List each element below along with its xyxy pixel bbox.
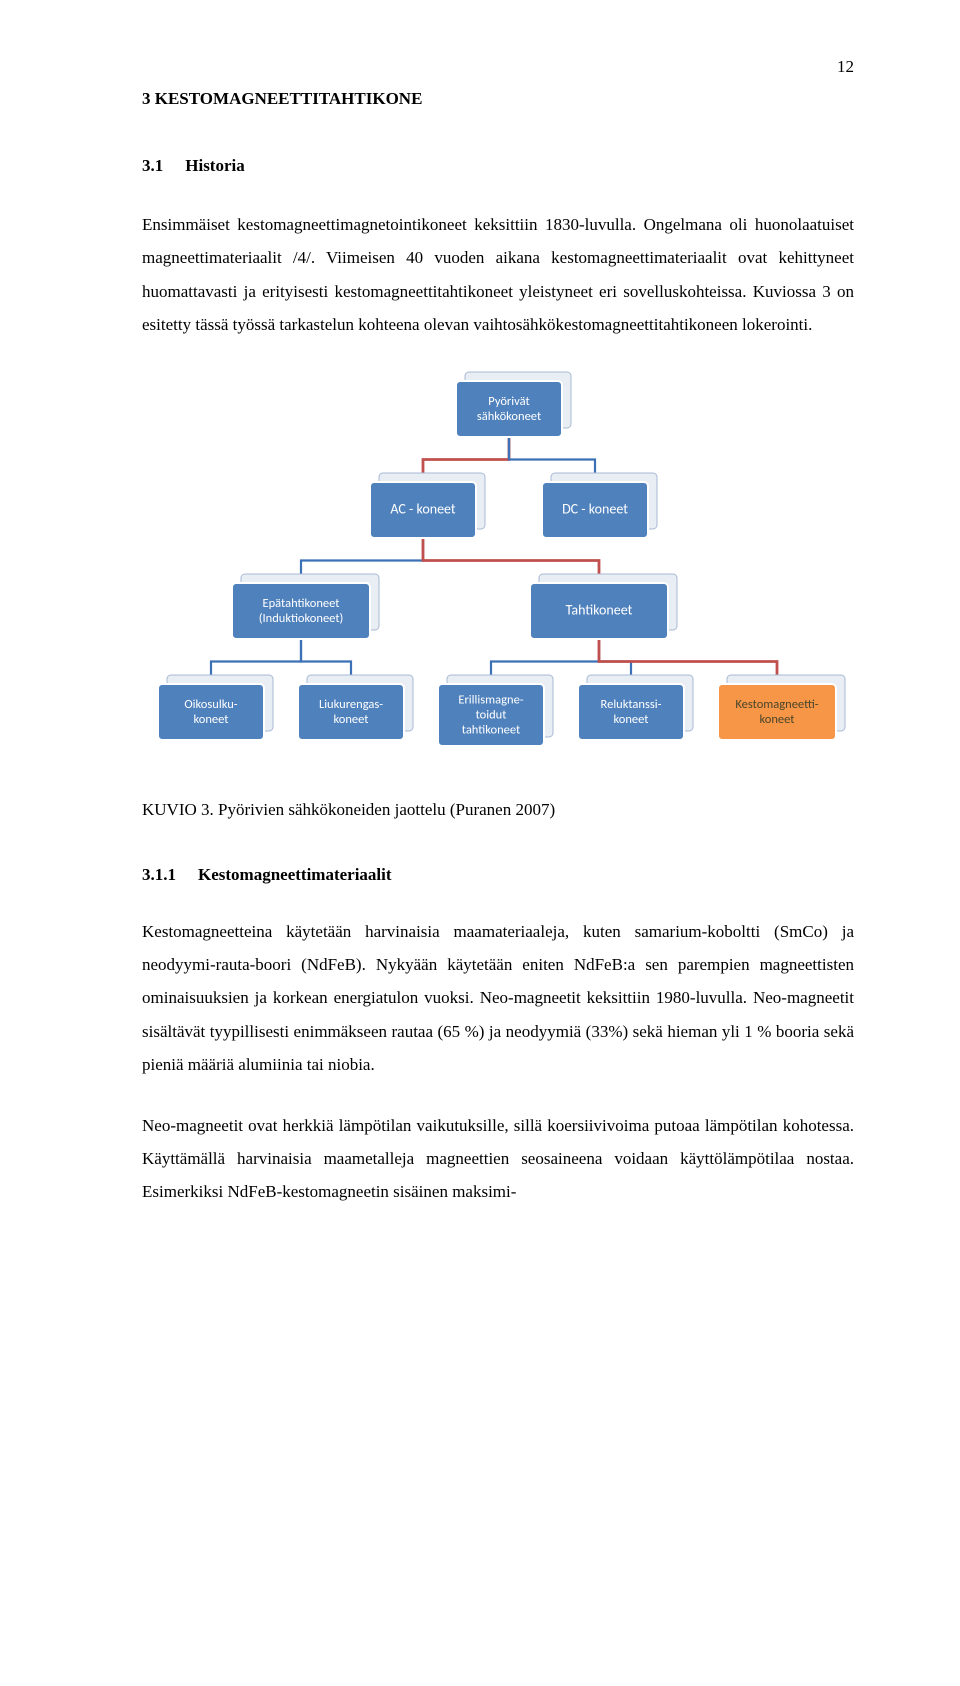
figure-caption: KUVIO 3. Pyörivien sähkökoneiden jaottel… [142, 793, 854, 826]
svg-text:Reluktanssi-: Reluktanssi- [601, 697, 662, 712]
svg-text:sähkökoneet: sähkökoneet [477, 409, 541, 424]
svg-text:Erillismagne-: Erillismagne- [458, 692, 523, 707]
svg-text:Epätahtikoneet: Epätahtikoneet [263, 596, 340, 611]
document-page: 12 3 KESTOMAGNEETTITAHTIKONE 3.1 Historia… [0, 0, 960, 1686]
svg-text:Oikosulku-: Oikosulku- [184, 697, 237, 712]
page-number: 12 [837, 58, 854, 75]
body-paragraph-2: Kestomagneetteina käytetään harvinaisia … [142, 915, 854, 1081]
svg-text:Tahtikoneet: Tahtikoneet [566, 601, 633, 618]
heading-level-2: 3 KESTOMAGNEETTITAHTIKONE [142, 82, 854, 115]
svg-text:koneet: koneet [614, 712, 649, 727]
heading3-text: Historia [185, 156, 245, 175]
svg-text:Pyörivät: Pyörivät [488, 394, 529, 409]
body-paragraph-3: Neo-magneetit ovat herkkiä lämpötilan va… [142, 1109, 854, 1208]
svg-text:DC - koneet: DC - koneet [562, 500, 628, 517]
svg-text:Kestomagneetti-: Kestomagneetti- [735, 697, 818, 712]
body-paragraph-1: Ensimmäiset kestomagneettimagnetointikon… [142, 208, 854, 341]
svg-text:Liukurengas-: Liukurengas- [319, 697, 383, 712]
svg-text:AC - koneet: AC - koneet [390, 500, 456, 517]
svg-text:koneet: koneet [760, 712, 795, 727]
svg-text:koneet: koneet [334, 712, 369, 727]
svg-text:tahtikoneet: tahtikoneet [462, 722, 520, 737]
svg-text:toidut: toidut [476, 707, 507, 722]
heading-level-3: 3.1 Historia [142, 149, 854, 182]
heading-level-4: 3.1.1 Kestomagneettimateriaalit [142, 858, 854, 891]
heading4-number: 3.1.1 [142, 858, 176, 891]
heading3-number: 3.1 [142, 149, 163, 182]
heading4-text: Kestomagneettimateriaalit [198, 865, 392, 884]
svg-text:(Induktiokoneet): (Induktiokoneet) [259, 611, 344, 626]
svg-text:koneet: koneet [194, 712, 229, 727]
tree-diagram: Pyörivätsähkökoneet AC - koneet DC - konee… [140, 369, 854, 765]
hierarchy-chart: Pyörivätsähkökoneet AC - koneet DC - konee… [140, 369, 854, 765]
